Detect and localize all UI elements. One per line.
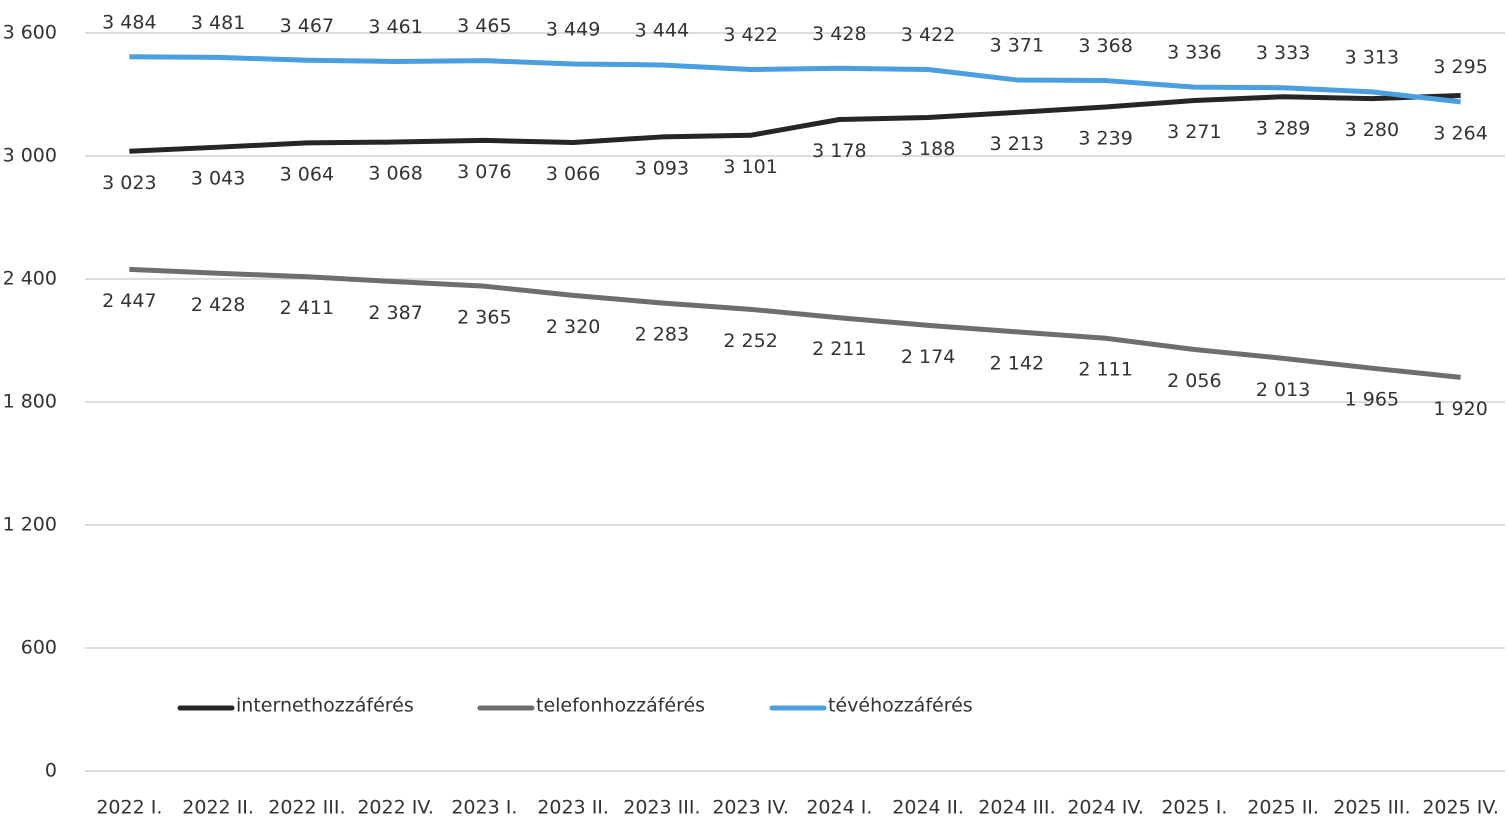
- y-tick-label: 3 600: [3, 22, 57, 44]
- y-tick-label: 2 400: [3, 268, 57, 290]
- x-tick-label: 2024 II.: [892, 797, 964, 819]
- data-label: 3 076: [457, 161, 511, 183]
- data-label: 2 252: [723, 330, 777, 352]
- data-label: 3 422: [723, 24, 777, 46]
- data-label: 3 043: [191, 168, 245, 190]
- data-label: 3 280: [1345, 119, 1399, 141]
- data-label: 2 013: [1256, 379, 1310, 401]
- data-label: 3 023: [102, 172, 156, 194]
- series-line: [129, 54, 1461, 105]
- series-line: [129, 266, 1461, 380]
- data-label: 3 295: [1433, 56, 1487, 78]
- x-tick-label: 2023 III.: [623, 797, 700, 819]
- data-label: 1 965: [1345, 389, 1399, 411]
- x-tick-label: 2022 III.: [268, 797, 345, 819]
- x-tick-label: 2022 I.: [96, 797, 162, 819]
- data-label: 1 920: [1433, 398, 1487, 420]
- data-label: 3 271: [1167, 121, 1221, 143]
- data-label: 3 444: [635, 19, 689, 41]
- data-label: 2 428: [191, 294, 245, 316]
- data-label: 3 101: [723, 156, 777, 178]
- y-tick-label: 1 200: [3, 514, 57, 536]
- data-label: 2 111: [1078, 359, 1132, 381]
- legend-label: internethozzáférés: [236, 695, 414, 717]
- data-label: 3 368: [1078, 35, 1132, 57]
- data-label: 2 211: [812, 338, 866, 360]
- x-tick-label: 2025 IV.: [1422, 797, 1499, 819]
- data-label: 3 371: [990, 34, 1044, 56]
- data-label: 3 068: [368, 163, 422, 185]
- data-label: 3 461: [368, 16, 422, 38]
- x-tick-label: 2023 I.: [451, 797, 517, 819]
- data-label: 3 178: [812, 140, 866, 162]
- x-tick-label: 2023 IV.: [712, 797, 789, 819]
- y-tick-label: 0: [45, 760, 57, 782]
- data-label: 3 188: [901, 138, 955, 160]
- data-label: 3 465: [457, 15, 511, 37]
- data-label: 2 411: [280, 297, 334, 319]
- data-label: 3 449: [546, 18, 600, 40]
- x-tick-label: 2024 I.: [806, 797, 872, 819]
- data-label: 3 484: [102, 11, 156, 33]
- y-tick-label: 600: [21, 637, 57, 659]
- x-tick-label: 2024 III.: [978, 797, 1055, 819]
- data-label: 3 313: [1345, 46, 1399, 68]
- data-label: 2 142: [990, 352, 1044, 374]
- data-label: 3 422: [901, 24, 955, 46]
- data-label: 2 283: [635, 323, 689, 345]
- data-label: 3 336: [1167, 42, 1221, 64]
- series-line: [129, 93, 1461, 154]
- data-label: 3 093: [635, 157, 689, 179]
- y-tick-label: 1 800: [3, 391, 57, 413]
- y-tick-label: 3 000: [3, 145, 57, 167]
- legend-label: tévéhozzáférés: [828, 695, 973, 717]
- data-label: 2 447: [102, 290, 156, 312]
- data-label: 3 481: [191, 12, 245, 34]
- data-label: 2 174: [901, 346, 955, 368]
- x-tick-label: 2025 III.: [1333, 797, 1410, 819]
- data-label: 3 064: [280, 163, 334, 185]
- x-tick-label: 2022 IV.: [357, 797, 434, 819]
- data-label: 2 387: [368, 302, 422, 324]
- x-tick-label: 2023 II.: [537, 797, 609, 819]
- data-label: 3 066: [546, 163, 600, 185]
- x-tick-label: 2025 I.: [1161, 797, 1227, 819]
- data-label: 3 264: [1433, 122, 1487, 144]
- data-label: 3 333: [1256, 42, 1310, 64]
- data-label: 3 213: [990, 133, 1044, 155]
- data-label: 3 467: [280, 15, 334, 37]
- x-tick-label: 2022 II.: [182, 797, 254, 819]
- x-tick-label: 2024 IV.: [1067, 797, 1144, 819]
- data-label: 3 428: [812, 23, 866, 45]
- x-tick-label: 2025 II.: [1247, 797, 1319, 819]
- data-label: 2 365: [457, 307, 511, 329]
- data-label: 3 289: [1256, 117, 1310, 139]
- legend-label: telefonhozzáférés: [536, 695, 705, 717]
- data-label: 3 239: [1078, 128, 1132, 150]
- data-label: 2 320: [546, 316, 600, 338]
- data-label: 2 056: [1167, 370, 1221, 392]
